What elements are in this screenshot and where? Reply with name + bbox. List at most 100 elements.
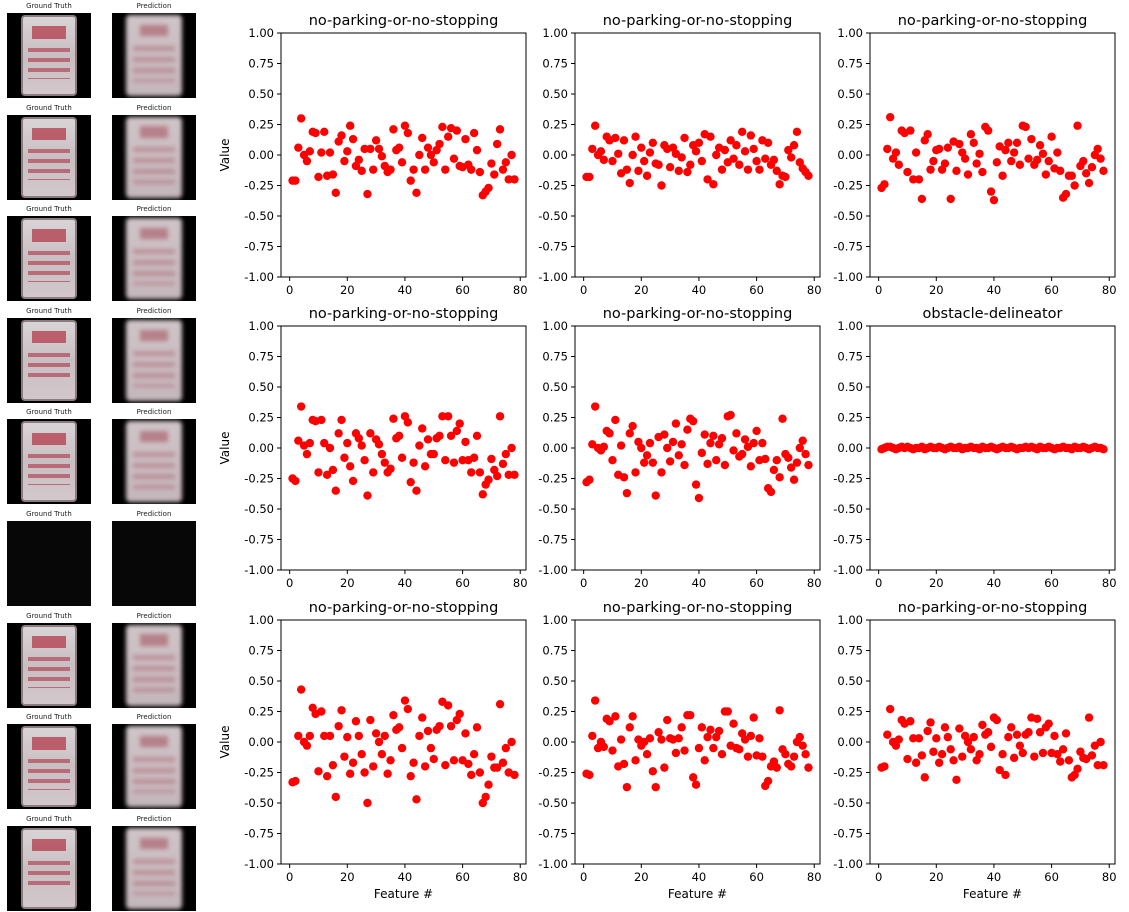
ground-truth-label: Ground Truth: [26, 611, 72, 620]
data-point: [409, 458, 418, 467]
x-tick-label: 60: [455, 576, 470, 590]
y-tick-label: 0.00: [248, 735, 274, 749]
data-point: [1001, 770, 1010, 780]
y-tick-label: 1.00: [542, 613, 568, 627]
y-tick-label: 0.25: [542, 411, 568, 425]
data-point: [498, 459, 508, 469]
data-point: [709, 431, 718, 440]
y-axis-label: Value: [218, 139, 232, 172]
data-point: [294, 143, 303, 152]
sign-picture: [21, 624, 77, 706]
x-tick-label: 80: [513, 283, 528, 297]
data-point: [792, 127, 802, 137]
data-point: [772, 166, 781, 176]
data-point: [769, 155, 779, 165]
data-point: [1067, 171, 1076, 180]
data-point: [763, 776, 773, 786]
data-point: [435, 721, 444, 731]
x-tick-label: 0: [286, 283, 293, 297]
data-point: [1009, 753, 1019, 763]
y-tick-label: -0.75: [538, 533, 568, 547]
data-point: [296, 685, 306, 694]
y-tick-label: -0.25: [833, 766, 863, 780]
y-tick-label: -0.50: [833, 502, 863, 516]
y-tick-label: -0.25: [538, 766, 568, 780]
data-point: [688, 416, 698, 426]
data-point: [784, 453, 793, 462]
data-point: [322, 771, 332, 781]
data-point: [906, 126, 915, 135]
data-point: [1012, 730, 1022, 739]
data-point: [475, 468, 485, 477]
data-point: [374, 144, 384, 154]
data-point: [622, 488, 632, 498]
data-point: [657, 735, 666, 744]
data-point: [484, 475, 493, 484]
y-tick-label: 1.00: [837, 613, 863, 627]
data-point: [446, 721, 456, 731]
y-tick-label: 0.25: [837, 705, 863, 719]
data-point: [1053, 148, 1062, 157]
data-point: [325, 148, 335, 157]
data-point: [354, 731, 364, 741]
y-tick-label: 1.00: [248, 26, 274, 40]
data-point: [1018, 748, 1027, 758]
data-point: [403, 128, 413, 138]
data-point: [697, 156, 707, 166]
data-point: [1050, 731, 1059, 741]
data-point: [703, 175, 712, 184]
data-point: [475, 167, 485, 177]
y-axis-label: Value: [218, 432, 232, 465]
x-tick-label: 20: [340, 576, 355, 590]
data-point: [492, 763, 502, 772]
data-point: [989, 195, 999, 205]
x-tick-label: 20: [634, 576, 649, 590]
data-point: [328, 170, 338, 179]
data-point: [914, 734, 924, 743]
y-tick-label: 0.00: [542, 441, 568, 455]
y-tick-label: -0.75: [833, 533, 863, 547]
data-point: [386, 756, 395, 765]
x-tick-label: 20: [634, 283, 649, 297]
data-point: [475, 768, 485, 777]
data-point: [677, 440, 686, 449]
x-tick-label: 0: [875, 283, 882, 297]
data-point: [472, 145, 482, 155]
ground-truth-image: [7, 419, 91, 505]
plot-title: no-parking-or-no-stopping: [309, 306, 499, 322]
data-point: [680, 133, 689, 143]
y-tick-label: 0.75: [837, 57, 863, 71]
x-tick-label: 60: [749, 576, 764, 590]
data-point: [397, 453, 407, 462]
data-point: [1001, 145, 1010, 155]
data-point: [761, 454, 770, 464]
data-point: [305, 147, 315, 156]
data-point: [495, 412, 505, 421]
data-point: [455, 419, 464, 428]
data-point: [345, 769, 355, 778]
data-point: [775, 706, 784, 715]
y-tick-label: 0.00: [248, 441, 274, 455]
data-point: [423, 726, 433, 736]
data-point: [334, 721, 343, 731]
data-point: [1070, 181, 1079, 190]
sign-picture: [126, 624, 182, 706]
data-point: [599, 742, 609, 752]
data-point: [343, 438, 352, 448]
data-point: [958, 752, 967, 761]
data-point: [331, 188, 340, 198]
y-tick-label: -0.25: [833, 179, 863, 193]
data-point: [1015, 160, 1025, 169]
data-point: [1004, 732, 1013, 742]
data-point: [648, 458, 658, 467]
y-tick-label: 0.00: [248, 148, 274, 162]
x-tick-label: 80: [513, 870, 528, 884]
data-point: [294, 436, 303, 445]
data-point: [677, 153, 686, 162]
data-point: [975, 149, 984, 158]
y-tick-label: 0.25: [248, 705, 274, 719]
data-point: [706, 132, 715, 141]
data-point: [909, 175, 918, 184]
data-point: [883, 144, 892, 154]
data-point: [674, 451, 683, 460]
